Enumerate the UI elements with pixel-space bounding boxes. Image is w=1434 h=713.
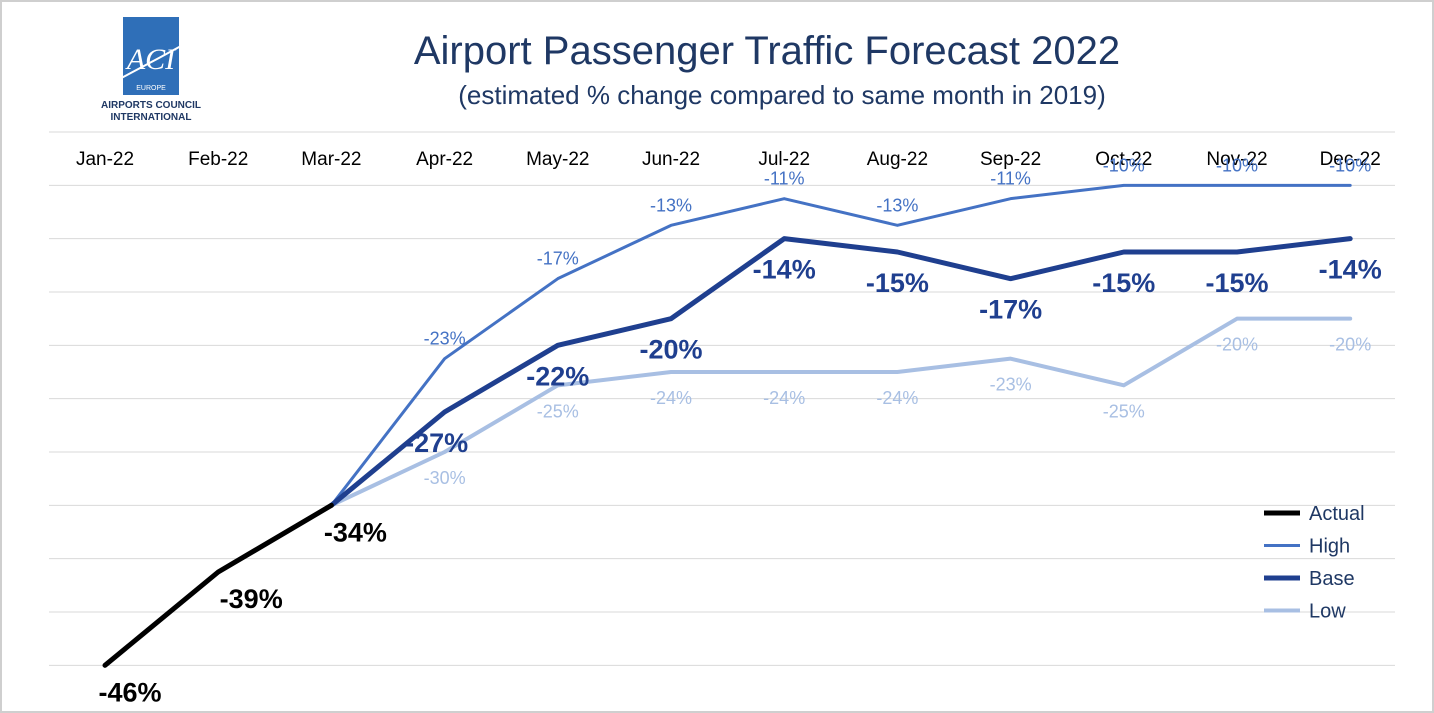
data-label-high: -11% bbox=[990, 169, 1031, 189]
x-tick-label: Dec-22 bbox=[1320, 149, 1381, 170]
data-label-low: -25% bbox=[1103, 401, 1145, 421]
chart-subtitle: (estimated % change compared to same mon… bbox=[458, 80, 1105, 110]
logo-block bbox=[123, 17, 179, 95]
data-label-base: -14% bbox=[753, 255, 816, 285]
x-tick-label: Oct-22 bbox=[1095, 149, 1152, 170]
logo-swoosh bbox=[109, 39, 193, 85]
series-line-base bbox=[328, 236, 1353, 508]
data-label-low: -20% bbox=[1216, 335, 1258, 355]
series-line-actual bbox=[102, 502, 334, 668]
data-label-actual: -34% bbox=[324, 517, 387, 547]
data-label-base: -17% bbox=[979, 295, 1042, 325]
legend-label-base: Base bbox=[1309, 568, 1355, 590]
x-tick-label: Sep-22 bbox=[980, 149, 1041, 170]
data-label-high: -10% bbox=[1103, 155, 1145, 175]
data-label-actual: -39% bbox=[220, 584, 283, 614]
data-label-low: -24% bbox=[650, 388, 692, 408]
data-label-actual: -46% bbox=[98, 677, 161, 707]
aci-logo: ACI EUROPE AIRPORTS COUNCIL INTERNATIONA… bbox=[101, 17, 201, 123]
x-tick-label: Aug-22 bbox=[867, 149, 928, 170]
x-tick-label: Jul-22 bbox=[758, 149, 810, 170]
data-label-base: -15% bbox=[1092, 268, 1155, 298]
x-tick-label: Apr-22 bbox=[416, 149, 473, 170]
legend-label-low: Low bbox=[1309, 601, 1346, 623]
x-tick-label: May-22 bbox=[526, 149, 589, 170]
data-label-base: -27% bbox=[405, 428, 468, 458]
data-label-low: -30% bbox=[424, 468, 466, 488]
data-label-low: -20% bbox=[1329, 335, 1371, 355]
data-label-low: -25% bbox=[537, 401, 579, 421]
legend-label-high: High bbox=[1309, 536, 1350, 558]
data-label-high: -10% bbox=[1329, 155, 1371, 175]
logo-region: EUROPE bbox=[136, 85, 166, 92]
data-label-base: -20% bbox=[639, 335, 702, 365]
series-line-low bbox=[329, 316, 1353, 508]
data-label-high: -13% bbox=[650, 195, 692, 215]
data-label-low: -24% bbox=[763, 388, 805, 408]
x-tick-label: Nov-22 bbox=[1206, 149, 1267, 170]
series-line-high bbox=[329, 183, 1352, 507]
logo-org-line2: INTERNATIONAL bbox=[111, 112, 192, 123]
series-lines bbox=[102, 183, 1353, 668]
x-tick-label: Jan-22 bbox=[76, 149, 134, 170]
logo-org-line1: AIRPORTS COUNCIL bbox=[101, 100, 201, 111]
data-label-base: -22% bbox=[526, 361, 589, 391]
data-label-high: -11% bbox=[764, 169, 805, 189]
data-labels: -30% -25% -24% -24% -24% -23% -25% -20% -20% -23%… bbox=[98, 155, 1381, 707]
legend: Actual High Base Low bbox=[1264, 503, 1365, 623]
data-label-base: -15% bbox=[866, 268, 929, 298]
data-label-low: -24% bbox=[876, 388, 918, 408]
x-tick-label: Jun-22 bbox=[642, 149, 700, 170]
data-label-high: -10% bbox=[1216, 155, 1258, 175]
data-label-high: -13% bbox=[876, 195, 918, 215]
chart-title: Airport Passenger Traffic Forecast 2022 bbox=[414, 29, 1120, 73]
data-label-high: -17% bbox=[537, 249, 579, 269]
logo-mark: ACI bbox=[125, 43, 177, 76]
data-label-low: -23% bbox=[990, 375, 1032, 395]
legend-label-actual: Actual bbox=[1309, 503, 1365, 525]
x-tick-label: Feb-22 bbox=[188, 149, 248, 170]
data-label-base: -15% bbox=[1205, 268, 1268, 298]
x-tick-label: Mar-22 bbox=[301, 149, 361, 170]
data-label-high: -23% bbox=[424, 329, 466, 349]
x-axis-ticks: Jan-22 Feb-22 Mar-22 Apr-22 May-22 Jun-22 Jul-… bbox=[76, 149, 1381, 170]
data-label-base: -14% bbox=[1319, 255, 1382, 285]
